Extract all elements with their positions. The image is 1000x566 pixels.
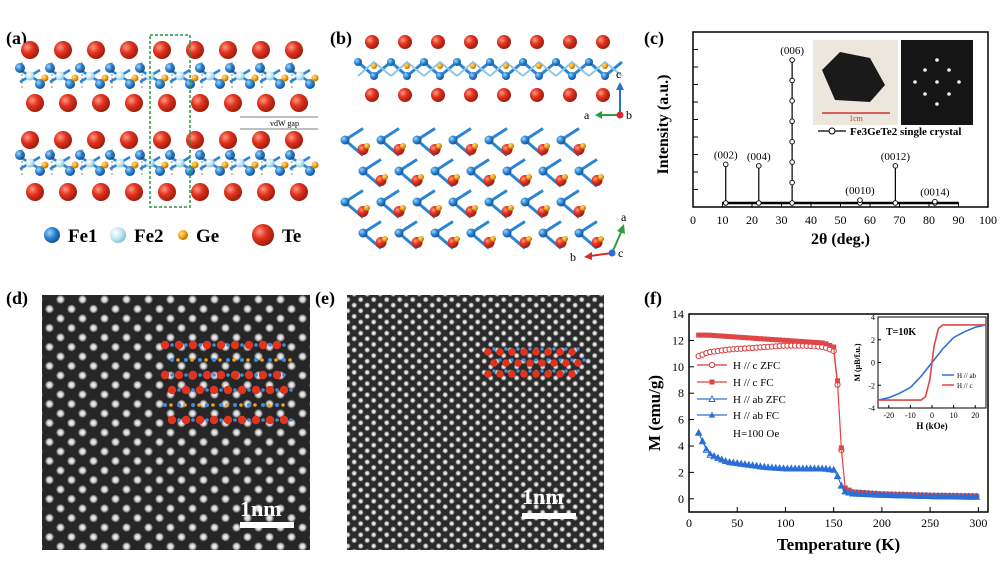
scale-bar-e [522,513,576,519]
mh-xlabel: H (kOe) [916,421,947,431]
panel-label-c: (c) [644,28,664,49]
scale-bar-e-label: 1nm [522,484,564,509]
xrd-xlabel: 2θ (deg.) [811,231,870,248]
mh-ytick-label: -4 [868,404,875,413]
inset-scale-label: 1cm [849,114,864,123]
panel-label-d: (d) [6,288,28,309]
xrd-ylabel: Intensity (a.u.) [655,74,672,174]
mt-legend-label: H // c FC [733,377,774,389]
axis-b-label: b [626,108,632,122]
mt-xtick-label: 250 [921,516,939,530]
xrd-xtick-label: 90 [953,213,965,227]
mt-legend-label: H // ab FC [733,410,779,422]
xrd-xtick-label: 80 [923,213,935,227]
xrd-peak-label: (0012) [881,151,911,163]
stem-image-d: 1nm [42,295,310,550]
mt-ytick-label: 4 [678,439,684,453]
axis-a-label: a [584,108,590,122]
mt-ytick-label: 14 [672,307,684,321]
mt-ytick-label: 0 [678,492,684,506]
xrd-xtick-label: 40 [805,213,817,227]
axes-triad-bottom: a b c [570,210,627,264]
legend-swatch-ge [178,230,188,240]
legend-swatch-fe2 [110,227,126,243]
mt-ytick-label: 10 [672,360,684,374]
vdw-gap-label: vdW gap [270,119,299,128]
mh-ytick-label: 2 [871,336,875,345]
mt-ytick-label: 8 [678,386,684,400]
panel-label-b: (b) [330,28,352,49]
xrd-xtick-label: 0 [690,213,696,227]
mt-legend-label: H // ab ZFC [733,394,786,406]
axes-triad-top: c a b [584,67,632,122]
mt-series-3 [695,429,980,500]
axis-c2-label: c [618,246,623,260]
atom-legend: Fe1 Fe2 Ge Te [44,224,301,247]
axis-c-label: c [616,67,621,81]
scale-bar-d-label: 1nm [240,496,282,521]
mh-xtick-label: -10 [905,411,916,420]
legend-swatch-fe1 [44,227,60,243]
legend-label-fe2: Fe2 [134,226,164,247]
xrd-xtick-label: 30 [776,213,788,227]
mt-ytick-label: 2 [678,465,684,479]
mt-xtick-label: 50 [731,516,743,530]
mh-xtick-label: 20 [971,411,979,420]
xrd-xtick-label: 100 [979,213,997,227]
mt-xlabel: Temperature (K) [777,535,900,554]
mt-xtick-label: 300 [969,516,987,530]
legend-label-ge: Ge [196,226,219,247]
mt-field-annotation: H=100 Oe [733,428,779,440]
atom-overlay-d [160,340,293,425]
xrd-xtick-label: 60 [864,213,876,227]
panel-label-f: (f) [644,288,662,309]
xrd-legend-label: Fe3GeTe2 single crystal [850,126,961,138]
legend-label-fe1: Fe1 [68,226,98,247]
mt-ylabel: M (emu/g) [645,375,664,451]
mh-legend-label: H // ab [957,372,977,380]
magnetization-chart: 0 50 100 150 200 250 30002468101214Temperature… [645,307,989,554]
panel-label-a: (a) [6,28,27,49]
xrd-xtick-label: 20 [746,213,758,227]
unit-cell-outline [149,34,191,208]
legend-swatch-te [252,224,274,246]
mt-xtick-label: 200 [873,516,891,530]
xrd-peak-label: (0010) [845,185,875,197]
mt-xtick-label: 150 [825,516,843,530]
mt-ytick-label: 6 [678,413,684,427]
mt-xtick-label: 100 [776,516,794,530]
mt-legend-label: H // c ZFC [733,360,780,372]
stem-image-e: 1nm [347,295,604,550]
crystal-structure-projections [340,35,623,250]
mh-temperature-label: T=10K [886,327,916,338]
mt-ytick-label: 12 [672,333,684,347]
atom-overlay-e [484,347,586,378]
crystal-photo [822,52,885,102]
axis-b2-label: b [570,250,576,264]
mh-series-1 [878,324,986,401]
mh-xtick-label: -20 [883,411,894,420]
xrd-peak-label: (002) [714,149,738,161]
mh-ytick-label: -2 [868,381,875,390]
mh-legend-label: H // c [957,382,973,390]
mh-xtick-label: 0 [930,411,934,420]
mh-ylabel: M (μB/f.u.) [853,343,862,381]
mh-xtick-label: 10 [950,411,958,420]
xrd-peak-label: (004) [747,151,771,163]
xrd-peak-label: (0014) [920,187,950,199]
mh-ytick-label: 4 [871,313,875,322]
xrd-xtick-label: 50 [835,213,847,227]
xrd-peak-label: (006) [780,45,804,57]
xrd-xtick-label: 10 [717,213,729,227]
panel-label-e: (e) [315,288,335,309]
axis-a2-label: a [621,210,627,224]
xrd-chart: 0 10 20 30 40 50 60 70 80 90 100 2θ (deg.) Intensity… [655,31,997,248]
mt-plot-frame [688,313,989,513]
xrd-xtick-label: 70 [894,213,906,227]
mt-xtick-label: 0 [686,516,692,530]
legend-label-te: Te [282,226,301,247]
mh-ytick-label: 0 [871,359,875,368]
scale-bar-d [240,522,294,528]
